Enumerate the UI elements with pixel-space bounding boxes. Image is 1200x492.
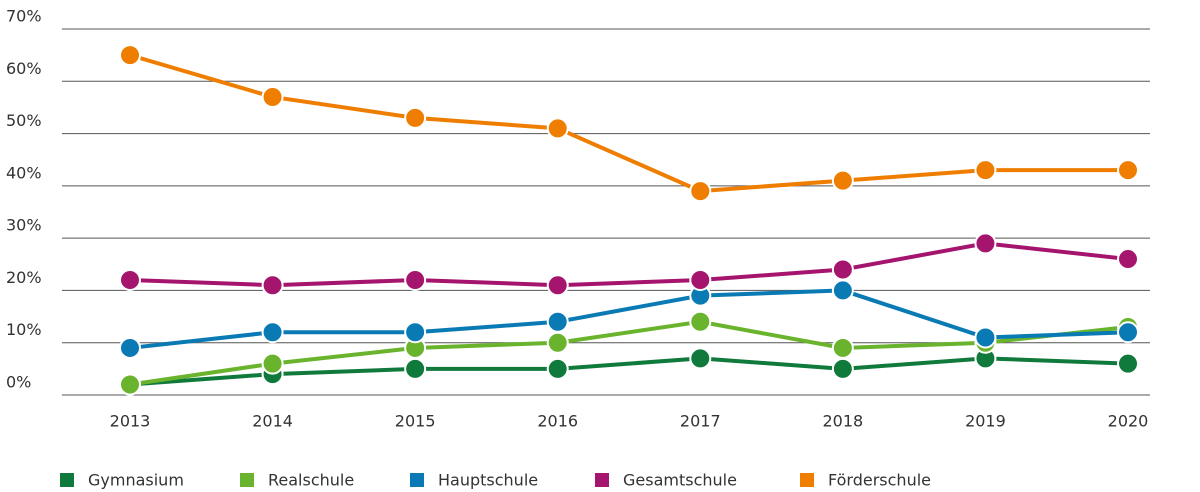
x-tick-label: 2019 <box>965 412 1006 431</box>
point <box>831 336 854 359</box>
point <box>261 352 284 375</box>
point <box>974 159 997 182</box>
legend-label: Hauptschule <box>438 471 538 490</box>
point <box>1117 352 1139 375</box>
point <box>404 268 427 291</box>
point <box>546 274 569 297</box>
point <box>831 279 854 302</box>
point <box>119 373 141 396</box>
x-tick-label: 2018 <box>822 412 863 431</box>
y-tick-label: 0% <box>6 373 31 392</box>
series-line <box>129 288 1129 350</box>
y-tick-label: 40% <box>6 163 42 182</box>
series-line <box>129 319 1129 387</box>
point <box>261 274 284 297</box>
x-tick-label: 2020 <box>1108 412 1149 431</box>
legend-swatch <box>595 473 609 487</box>
point <box>404 106 427 129</box>
point <box>831 169 854 192</box>
x-tick-label: 2015 <box>395 412 436 431</box>
legend-label: Gymnasium <box>88 471 184 490</box>
point <box>689 347 712 370</box>
point <box>1117 159 1139 182</box>
y-tick-label: 60% <box>6 59 42 78</box>
point <box>974 232 997 255</box>
point <box>974 326 997 349</box>
y-tick-label: 50% <box>6 111 42 130</box>
legend-swatch <box>60 473 74 487</box>
point <box>546 117 569 140</box>
point <box>261 321 284 344</box>
point <box>689 268 712 291</box>
legend-label: Förderschule <box>828 471 931 490</box>
point <box>1117 248 1139 271</box>
point <box>546 357 569 380</box>
y-tick-label: 70% <box>6 7 42 26</box>
x-tick-label: 2013 <box>110 412 151 431</box>
legend-swatch <box>410 473 424 487</box>
x-tick-label: 2016 <box>537 412 578 431</box>
series-line <box>129 241 1129 288</box>
point <box>689 180 712 203</box>
y-tick-label: 20% <box>6 268 42 287</box>
point <box>119 268 141 291</box>
x-tick-label: 2017 <box>680 412 721 431</box>
legend-swatch <box>240 473 254 487</box>
series-line <box>129 53 1128 194</box>
point <box>831 258 854 281</box>
legend-label: Gesamtschule <box>623 471 737 490</box>
point <box>261 85 284 108</box>
legend-swatch <box>800 473 814 487</box>
series-line <box>129 356 1129 387</box>
point <box>119 44 141 67</box>
legend-label: Realschule <box>268 471 354 490</box>
point <box>1117 321 1139 344</box>
point <box>404 357 427 380</box>
point <box>689 310 712 333</box>
y-tick-label: 30% <box>6 216 42 235</box>
x-tick-label: 2014 <box>252 412 293 431</box>
point <box>546 310 569 333</box>
point <box>404 321 427 344</box>
point <box>831 357 854 380</box>
point <box>119 336 141 359</box>
y-tick-label: 10% <box>6 320 42 339</box>
point <box>546 331 569 354</box>
